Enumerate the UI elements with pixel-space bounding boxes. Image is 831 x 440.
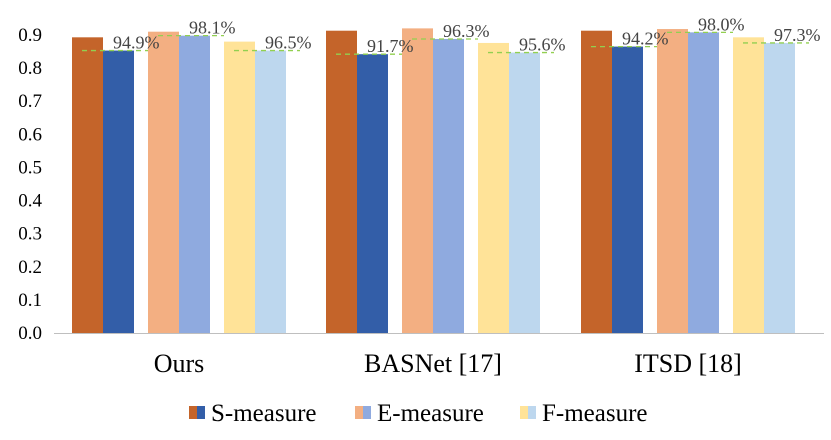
bar-e-measure-raw bbox=[402, 28, 433, 333]
y-tick-label: 0.6 bbox=[18, 124, 42, 145]
bar-e-measure-processed bbox=[179, 35, 210, 333]
bar-f-measure-processed bbox=[255, 50, 286, 333]
ratio-label: 94.2% bbox=[622, 29, 669, 49]
legend-item-e-measure: E-measure bbox=[355, 400, 484, 427]
y-tick-label: 0.2 bbox=[18, 257, 42, 278]
bar-e-measure-raw bbox=[657, 29, 688, 333]
y-axis: 0.0 0.1 0.2 0.3 0.4 0.5 0.6 0.7 0.8 0.9 bbox=[18, 25, 42, 344]
bar-s-measure-raw bbox=[72, 37, 103, 333]
bar-f-measure-raw bbox=[478, 42, 509, 334]
ratio-label: 97.3% bbox=[774, 25, 821, 45]
legend-swatch bbox=[189, 406, 197, 419]
bar-e-measure-processed bbox=[433, 38, 464, 334]
reference-lines bbox=[82, 31, 809, 55]
bar-s-measure-processed bbox=[612, 46, 643, 333]
legend-swatch bbox=[197, 406, 205, 419]
ratio-label: 96.3% bbox=[443, 21, 490, 41]
category-label: ITSD [18] bbox=[634, 349, 742, 378]
ratio-label: 96.5% bbox=[265, 33, 312, 53]
legend-label: S-measure bbox=[211, 400, 317, 427]
y-tick-label: 0.9 bbox=[18, 25, 42, 46]
legend-label: F-measure bbox=[542, 400, 648, 427]
bar-f-measure-processed bbox=[509, 52, 540, 333]
legend-item-f-measure: F-measure bbox=[520, 400, 648, 427]
bars bbox=[72, 28, 795, 334]
ratio-label: 94.9% bbox=[113, 33, 160, 53]
ratio-label: 98.0% bbox=[698, 14, 745, 34]
legend-swatch bbox=[520, 406, 528, 419]
bar-e-measure-raw bbox=[148, 31, 179, 333]
y-tick-label: 0.8 bbox=[18, 58, 42, 79]
bar-s-measure-processed bbox=[103, 50, 134, 333]
bar-f-measure-processed bbox=[764, 42, 795, 334]
y-tick-label: 0.0 bbox=[18, 323, 42, 344]
legend-label: E-measure bbox=[377, 400, 484, 427]
ratio-label: 91.7% bbox=[367, 36, 414, 56]
legend-swatch bbox=[528, 406, 536, 419]
x-axis: Ours BASNet [17] ITSD [18] bbox=[54, 333, 824, 378]
y-tick-label: 0.4 bbox=[18, 191, 42, 212]
bar-s-measure-raw bbox=[581, 30, 612, 333]
bar-s-measure-processed bbox=[357, 54, 388, 334]
y-tick-label: 0.1 bbox=[18, 290, 42, 311]
legend: S-measure E-measure F-measure bbox=[189, 400, 648, 427]
bar-s-measure-raw bbox=[326, 30, 357, 333]
ratio-label: 95.6% bbox=[519, 35, 566, 55]
y-tick-label: 0.3 bbox=[18, 224, 42, 245]
bar-f-measure-raw bbox=[733, 37, 764, 333]
y-tick-label: 0.5 bbox=[18, 157, 42, 178]
category-label: Ours bbox=[154, 349, 205, 378]
ratio-label: 98.1% bbox=[189, 18, 236, 38]
legend-swatch bbox=[355, 406, 363, 419]
y-tick-label: 0.7 bbox=[18, 91, 42, 112]
category-label: BASNet [17] bbox=[364, 349, 502, 378]
legend-swatch bbox=[363, 406, 371, 419]
percent-labels: 94.9% 98.1% 96.5% 91.7% 96.3% 95.6% 94.2% 98.0%… bbox=[113, 14, 821, 56]
bar-f-measure-raw bbox=[224, 41, 255, 333]
legend-item-s-measure: S-measure bbox=[189, 400, 317, 427]
bar-e-measure-processed bbox=[688, 32, 719, 334]
